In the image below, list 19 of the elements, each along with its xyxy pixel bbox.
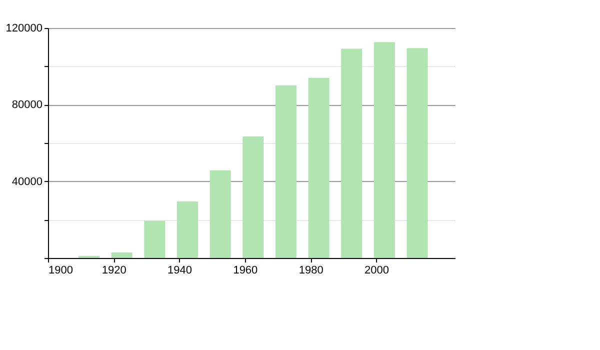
y-tick-label: 80000 bbox=[12, 99, 42, 112]
bar bbox=[144, 220, 166, 258]
x-tick-label: 1920 bbox=[102, 264, 126, 276]
y-tick-label: 120000 bbox=[6, 22, 42, 34]
x-tick-label: 1980 bbox=[298, 264, 324, 276]
bar bbox=[111, 252, 132, 258]
bar bbox=[308, 78, 330, 258]
x-tick-label: 1900 bbox=[48, 264, 73, 276]
bar bbox=[374, 42, 395, 258]
x-tick-label: 2000 bbox=[364, 264, 389, 276]
bar bbox=[210, 170, 231, 258]
bar bbox=[275, 86, 296, 258]
bar bbox=[242, 136, 264, 258]
x-tick-label: 1940 bbox=[168, 264, 192, 276]
x-tick-label: 1960 bbox=[233, 264, 258, 276]
bar bbox=[406, 48, 428, 258]
bar bbox=[341, 48, 362, 258]
y-tick-label: 40000 bbox=[12, 176, 42, 188]
bar bbox=[176, 201, 198, 258]
